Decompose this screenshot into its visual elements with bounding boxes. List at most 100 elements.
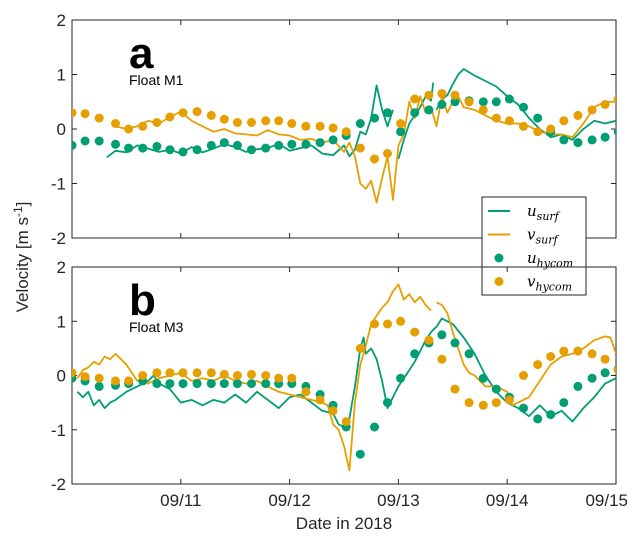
- plot-area: [72, 68, 616, 204]
- data-point-u_hycom: [152, 141, 162, 151]
- y-tick-label: 1: [57, 66, 66, 85]
- data-point-v_hycom: [491, 398, 501, 408]
- panel-letter: b: [129, 276, 156, 325]
- data-point-v_hycom: [152, 368, 162, 378]
- data-point-u_hycom: [328, 135, 338, 145]
- data-point-u_hycom: [178, 147, 188, 157]
- data-point-v_hycom: [355, 343, 365, 353]
- data-point-v_hycom: [600, 100, 610, 109]
- data-point-v_hycom: [206, 110, 216, 120]
- data-point-v_hycom: [192, 107, 202, 117]
- data-point-v_hycom: [124, 376, 134, 386]
- data-point-u_hycom: [573, 138, 583, 148]
- legend-label-u_surf: usurf: [527, 202, 561, 223]
- data-point-v_hycom: [437, 354, 447, 364]
- data-point-v_hycom: [111, 376, 120, 386]
- data-point-v_hycom: [464, 398, 474, 408]
- data-point-u_hycom: [437, 100, 447, 109]
- panel-label: Float M3: [129, 319, 184, 335]
- data-point-u_hycom: [533, 113, 543, 123]
- data-point-v_hycom: [232, 371, 242, 380]
- data-point-v_hycom: [138, 121, 148, 131]
- data-point-u_hycom: [587, 373, 597, 383]
- data-point-v_hycom: [328, 406, 338, 416]
- data-point-v_hycom: [478, 105, 488, 115]
- data-point-v_hycom: [504, 395, 514, 405]
- data-point-v_hycom: [410, 94, 420, 104]
- data-point-u_hycom: [138, 143, 148, 153]
- data-point-u_hycom: [504, 94, 514, 104]
- data-point-v_hycom: [424, 335, 434, 345]
- x-tick-label: 09/12: [268, 491, 311, 510]
- x-tick-label: 09/11: [160, 491, 201, 510]
- data-point-u_hycom: [111, 139, 120, 149]
- data-point-v_hycom: [287, 119, 297, 128]
- data-point-v_hycom: [178, 368, 188, 378]
- data-point-u_hycom: [450, 97, 460, 107]
- data-point-v_hycom: [559, 346, 569, 356]
- y-axis-label-main: Velocity [m s: [13, 217, 32, 312]
- data-point-u_hycom: [559, 135, 569, 145]
- data-point-u_hycom: [396, 127, 406, 137]
- y-tick-label: -1: [51, 421, 66, 440]
- data-point-u_hycom: [247, 379, 256, 389]
- y-tick-label: -1: [51, 175, 66, 194]
- data-point-v_hycom: [301, 121, 311, 131]
- data-point-u_hycom: [383, 398, 392, 408]
- data-point-v_hycom: [315, 121, 325, 131]
- data-point-v_hycom: [341, 417, 351, 427]
- data-point-u_hycom: [287, 139, 297, 149]
- data-point-v_hycom: [533, 360, 543, 370]
- y-tick-label: 0: [57, 367, 66, 386]
- data-point-u_hycom: [124, 143, 134, 153]
- data-point-u_hycom: [437, 330, 447, 340]
- data-point-v_hycom: [274, 116, 284, 126]
- panel-letter: a: [129, 29, 154, 78]
- data-point-v_hycom: [396, 316, 406, 326]
- data-point-u_hycom: [192, 145, 202, 155]
- data-point-v_hycom: [165, 368, 175, 378]
- data-point-v_hycom: [613, 366, 616, 375]
- data-point-u_hycom: [370, 113, 379, 123]
- x-tick-label: 09/14: [486, 491, 529, 510]
- data-point-u_hycom: [219, 379, 229, 389]
- data-point-u_hycom: [370, 422, 379, 432]
- data-point-v_hycom: [80, 109, 90, 119]
- data-point-v_hycom: [519, 121, 528, 131]
- data-point-v_hycom: [178, 108, 188, 118]
- data-point-u_hycom: [355, 119, 365, 128]
- series-line-u_surf: [106, 84, 394, 159]
- data-point-v_hycom: [424, 90, 434, 100]
- data-point-v_hycom: [546, 124, 556, 134]
- data-point-v_hycom: [370, 154, 379, 164]
- data-point-u_hycom: [573, 381, 583, 391]
- data-point-u_hycom: [232, 379, 242, 389]
- y-tick-label: 1: [57, 312, 66, 331]
- x-tick-label: 09/13: [377, 491, 420, 510]
- data-point-u_hycom: [478, 373, 488, 383]
- plot-area: [72, 283, 616, 472]
- data-point-v_hycom: [206, 368, 216, 378]
- legend-marker-u_hycom: [494, 253, 504, 263]
- data-point-u_hycom: [165, 145, 175, 155]
- legend-marker-v_hycom: [494, 277, 504, 286]
- y-axis-label-superscript: -1: [11, 206, 25, 217]
- data-point-v_hycom: [124, 124, 134, 134]
- data-point-v_hycom: [504, 116, 514, 126]
- data-point-v_hycom: [261, 371, 271, 380]
- y-tick-label: 2: [57, 258, 66, 277]
- y-tick-label: -2: [51, 229, 66, 248]
- data-point-u_hycom: [600, 368, 610, 378]
- y-tick-label: 0: [57, 120, 66, 139]
- data-point-u_hycom: [315, 138, 325, 148]
- data-point-u_hycom: [519, 403, 528, 413]
- data-point-u_hycom: [410, 108, 420, 118]
- data-point-u_hycom: [301, 139, 311, 149]
- data-point-v_hycom: [383, 319, 392, 329]
- data-point-v_hycom: [370, 319, 379, 329]
- data-point-v_hycom: [72, 108, 77, 118]
- data-point-v_hycom: [383, 149, 392, 158]
- data-point-v_hycom: [94, 113, 104, 123]
- data-point-u_hycom: [247, 145, 256, 155]
